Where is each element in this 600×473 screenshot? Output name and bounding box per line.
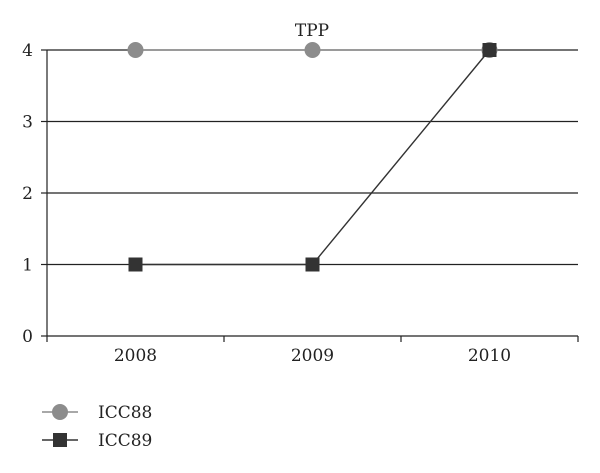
data-point: [127, 42, 144, 58]
chart-title: TPP: [295, 21, 329, 41]
series: [127, 42, 498, 272]
series-icc89: [128, 43, 497, 272]
legend: ICC88 ICC89: [42, 403, 152, 451]
y-tick-label: 0: [22, 327, 33, 347]
data-point: [305, 257, 320, 272]
series-line: [135, 49, 491, 266]
legend-entry-icc88: ICC88: [42, 403, 152, 423]
y-tick-labels: 0 1 2 3 4: [22, 41, 33, 347]
legend-label: ICC89: [98, 431, 152, 451]
legend-marker: [52, 404, 68, 420]
series-icc88: [127, 42, 498, 58]
legend-entry-icc89: ICC89: [42, 431, 152, 451]
axes: [41, 49, 579, 342]
y-tick-label: 1: [22, 256, 33, 276]
legend-marker: [53, 433, 67, 447]
y-tick-label: 4: [22, 41, 33, 61]
x-tick-labels: 2008 2009 2010: [114, 346, 511, 366]
gridlines: [47, 49, 578, 266]
data-point: [304, 42, 321, 58]
data-point: [128, 257, 143, 272]
data-point: [482, 43, 497, 57]
y-tick-label: 2: [22, 184, 33, 204]
y-tick-label: 3: [22, 113, 33, 133]
legend-label: ICC88: [98, 403, 152, 423]
x-tick-label: 2009: [291, 346, 334, 366]
x-tick-label: 2008: [114, 346, 157, 366]
x-tick-label: 2010: [468, 346, 511, 366]
